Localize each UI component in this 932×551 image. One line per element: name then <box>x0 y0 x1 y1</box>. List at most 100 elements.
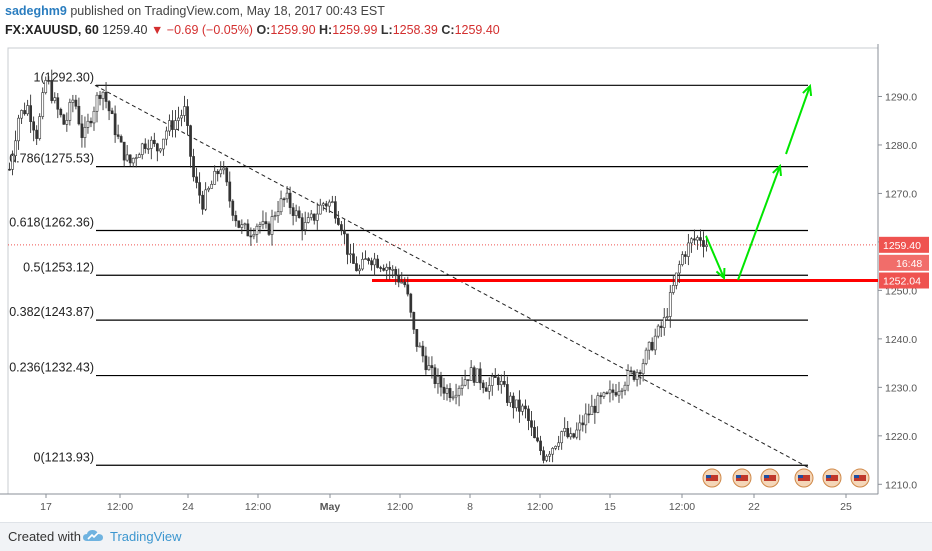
candle-body <box>177 117 180 121</box>
candle-body <box>554 445 557 449</box>
candle-body <box>690 238 693 244</box>
candle-body <box>77 105 81 125</box>
candle-body <box>309 213 313 218</box>
candle-body <box>575 429 579 438</box>
candle-body <box>17 117 20 142</box>
candle-body <box>505 384 509 403</box>
candle-body <box>249 235 253 238</box>
candle-body <box>62 114 66 125</box>
candle-body <box>149 139 153 149</box>
candle-body <box>509 395 512 403</box>
candle-body <box>590 405 594 415</box>
flag-icon <box>826 475 838 481</box>
candle-body <box>584 413 588 426</box>
flag-icon <box>798 475 810 481</box>
candle-body <box>294 210 298 216</box>
candle-body <box>71 99 75 103</box>
x-tick-label: 24 <box>182 501 194 513</box>
candle-body <box>406 284 410 295</box>
chart-header: sadeghm9 published on TradingView.com, M… <box>0 0 932 44</box>
candle-body <box>361 258 364 270</box>
candle-body <box>186 106 189 126</box>
candle-body <box>705 244 708 247</box>
candle-body <box>355 263 358 272</box>
x-tick-label: 8 <box>467 501 473 513</box>
candle-body <box>8 168 11 171</box>
candle-body <box>542 450 545 461</box>
last-price-tag: 1259.40 <box>883 240 921 252</box>
candle-body <box>41 92 45 117</box>
candle-body <box>337 217 340 225</box>
candle-body <box>665 316 669 318</box>
author-link[interactable]: sadeghm9 <box>5 4 67 18</box>
candle-body <box>340 224 343 231</box>
last-price-tag-bg <box>879 236 929 253</box>
candle-body <box>466 379 470 381</box>
candle-body <box>659 325 663 328</box>
candle-body <box>563 428 567 432</box>
candle-body <box>35 129 39 139</box>
candle-body <box>367 258 370 261</box>
candle-body <box>134 157 138 159</box>
candle-body <box>641 363 645 375</box>
candle-body <box>282 198 286 201</box>
candle-body <box>512 395 515 409</box>
y-tick-label: 1220.0 <box>885 431 917 443</box>
candle-body <box>291 207 295 216</box>
candle-body <box>671 285 675 293</box>
candle-body <box>116 134 120 137</box>
candle-body <box>436 376 440 384</box>
candle-body <box>626 370 630 386</box>
candle-body <box>457 387 461 396</box>
candle-body <box>210 184 214 189</box>
candle-body <box>155 143 159 152</box>
close-label: C: <box>441 23 455 37</box>
candle-body <box>104 91 108 102</box>
candle-body <box>527 408 530 421</box>
candle-body <box>219 169 223 175</box>
support-price-tag-bg <box>879 272 929 289</box>
candle-body <box>572 433 576 438</box>
symbol-name[interactable]: FX:XAUUSD, 60 <box>5 23 99 37</box>
candle-body <box>246 223 250 237</box>
candle-body <box>696 237 699 241</box>
candle-body <box>629 370 633 372</box>
tradingview-brand-link[interactable]: TradingView <box>110 529 182 544</box>
published-text: published on TradingView.com, May 18, 20… <box>70 4 385 18</box>
candle-body <box>385 266 389 271</box>
price-chart[interactable]: 1210.01220.01230.01240.01250.01260.01270… <box>0 44 932 522</box>
flag-canton <box>736 475 741 478</box>
candle-body <box>95 94 99 112</box>
high-label: H: <box>319 23 333 37</box>
tradingview-cloud-icon[interactable] <box>82 528 104 544</box>
candle-body <box>225 167 229 183</box>
candle-body <box>415 329 419 347</box>
candle-body <box>662 317 666 328</box>
close-value: 1259.40 <box>454 23 500 37</box>
candle-body <box>608 389 612 394</box>
candle-body <box>518 399 521 412</box>
candle-body <box>596 395 600 413</box>
chart-area[interactable]: 1210.01220.01230.01240.01250.01260.01270… <box>0 44 932 522</box>
candle-body <box>174 120 177 130</box>
flag-canton <box>764 475 769 478</box>
candle-body <box>243 223 247 226</box>
candle-body <box>551 448 554 455</box>
candle-body <box>539 440 542 451</box>
candle-body <box>391 269 395 271</box>
flag-canton <box>706 475 711 478</box>
candle-body <box>448 388 452 398</box>
candle-body <box>382 267 386 271</box>
candle-body <box>50 80 54 101</box>
candle-body <box>394 269 398 277</box>
candle-body <box>180 115 183 119</box>
candle-body <box>566 428 570 438</box>
candle-body <box>699 237 702 241</box>
candle-body <box>204 189 207 210</box>
candle-body <box>530 420 533 428</box>
candle-body <box>119 136 123 143</box>
candle-body <box>439 376 443 388</box>
candle-body <box>635 372 639 380</box>
candle-body <box>168 120 171 132</box>
x-tick-label: 17 <box>40 501 52 513</box>
